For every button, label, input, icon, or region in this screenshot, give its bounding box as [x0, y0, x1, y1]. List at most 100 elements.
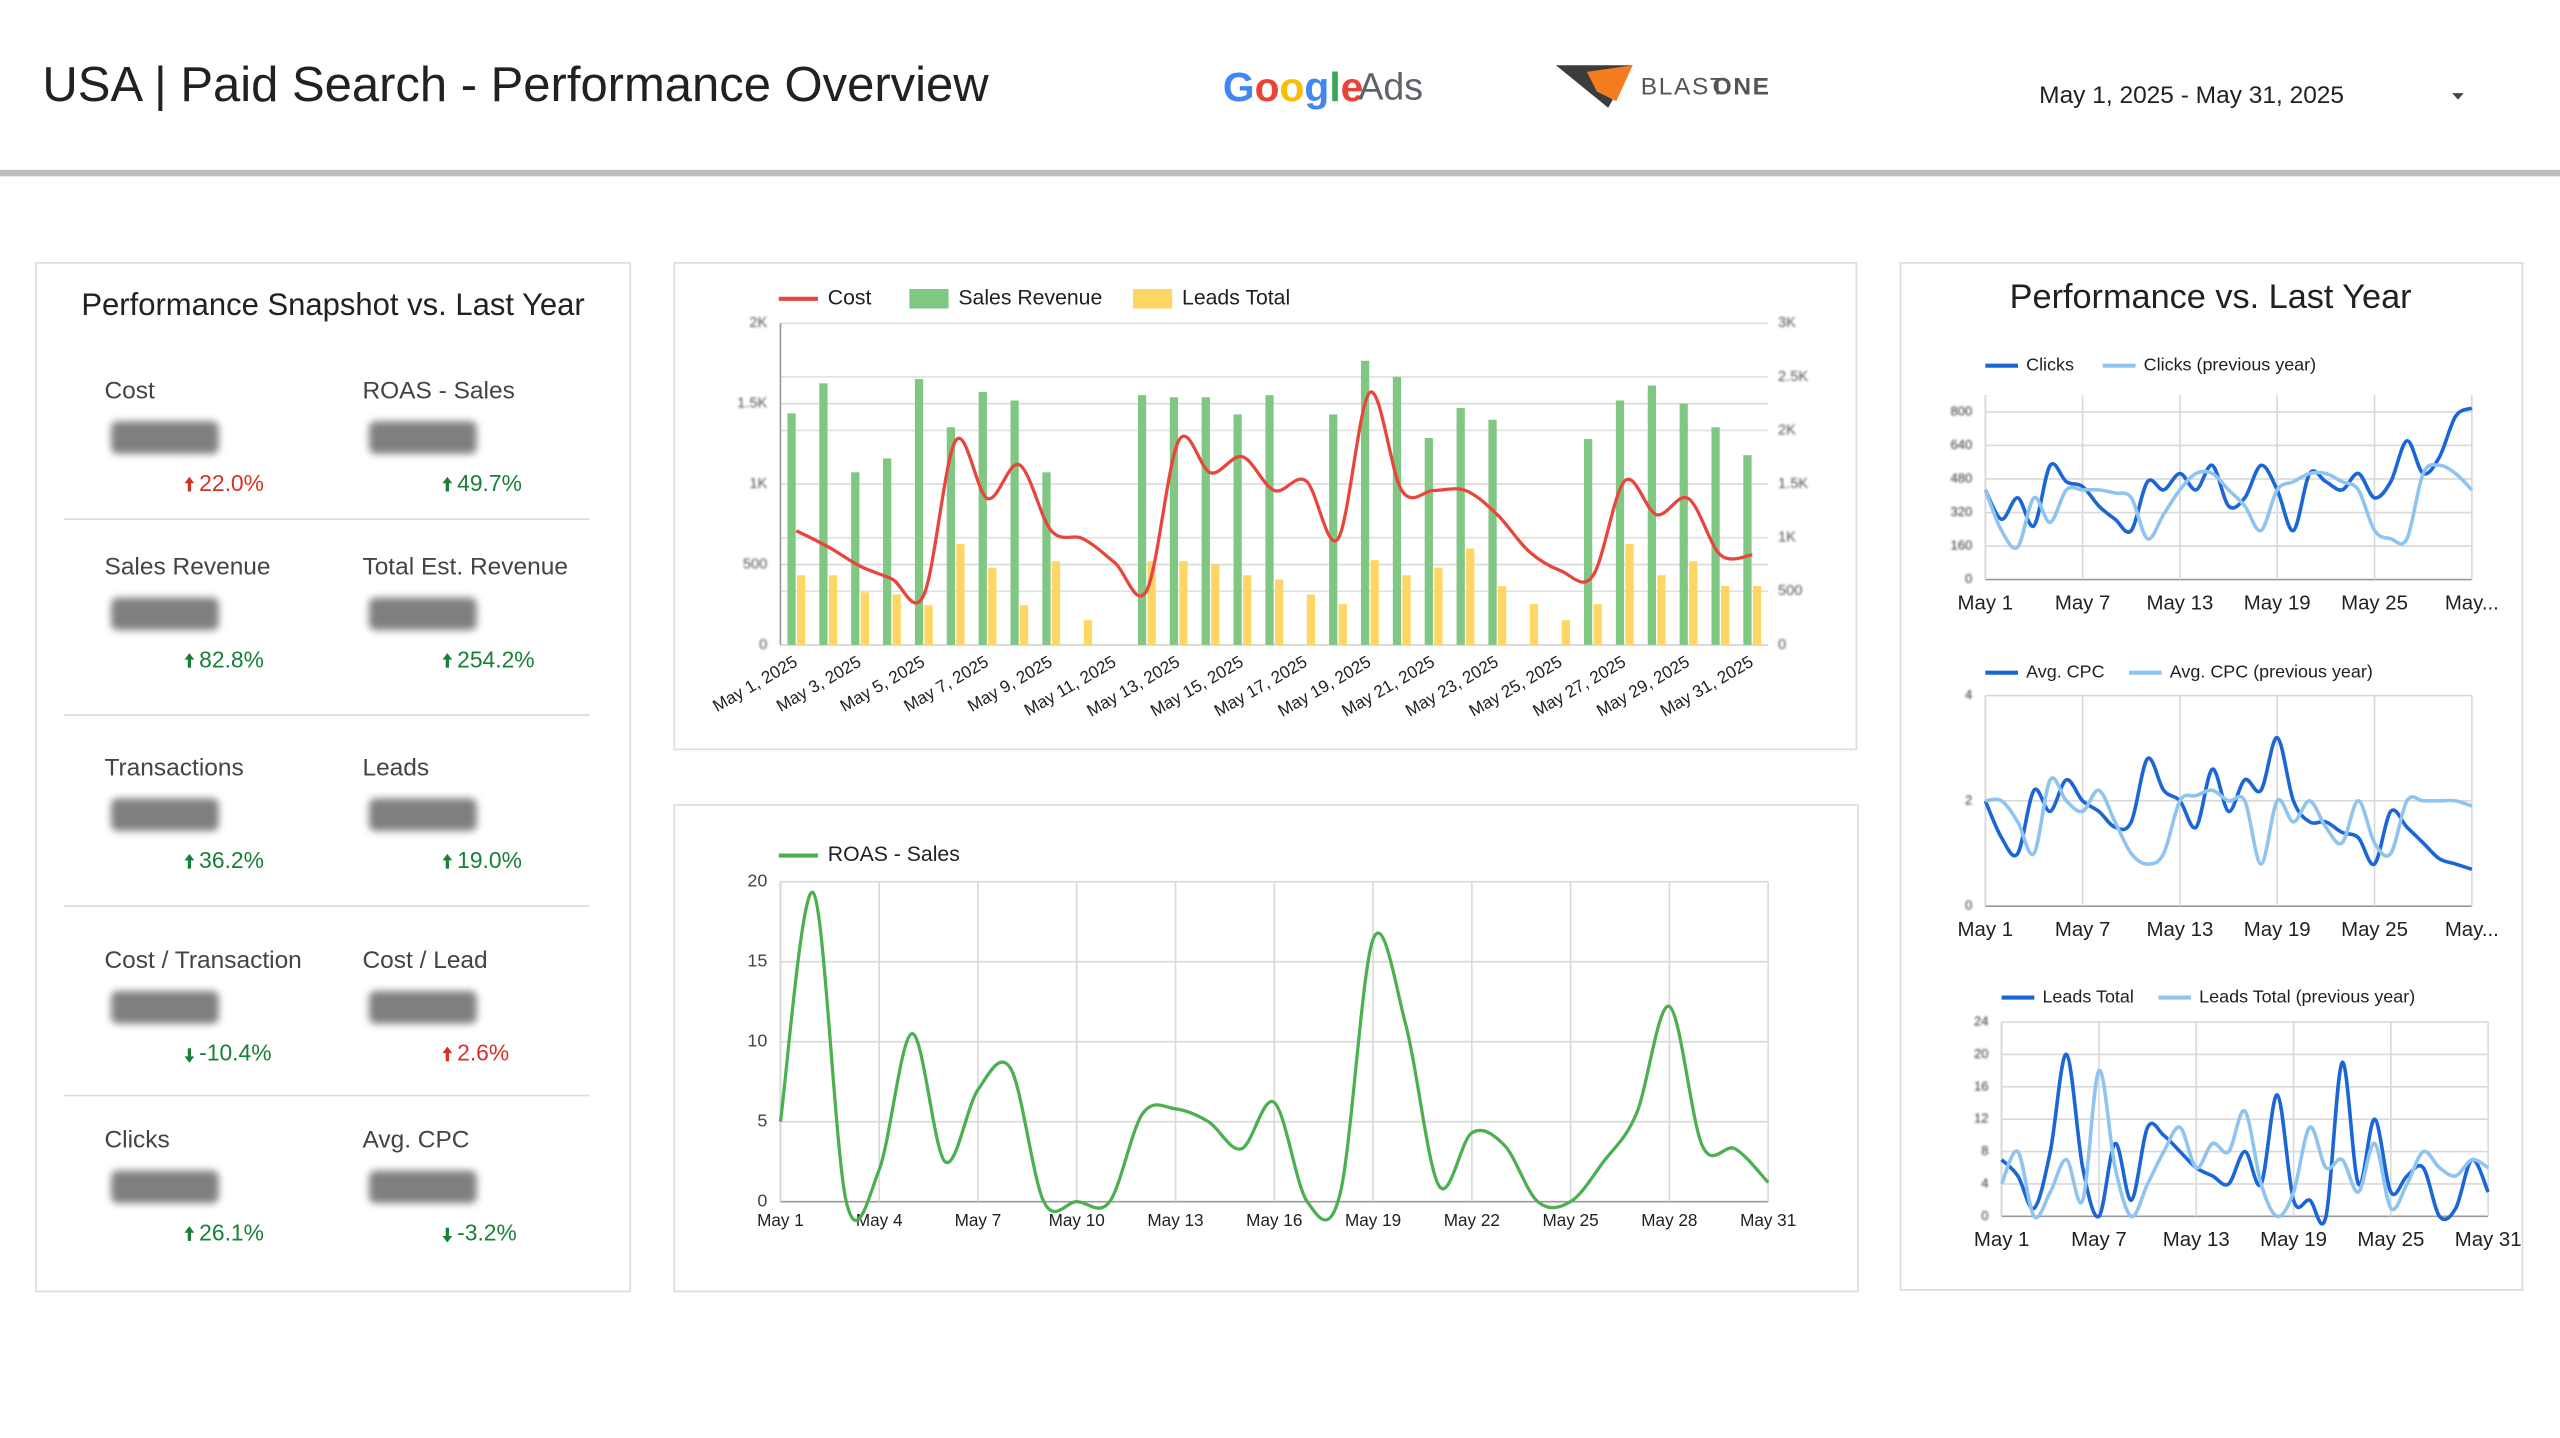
x-tick-label: May 13	[2146, 592, 2213, 614]
legend-label: Leads Total	[1182, 286, 1290, 309]
y-tick-label: 10	[747, 1030, 767, 1050]
y-tick-label: 0	[1981, 1208, 1988, 1223]
bar	[1265, 395, 1274, 645]
bar	[1243, 575, 1252, 645]
series-line	[795, 390, 1753, 605]
trend-arrow	[184, 853, 195, 869]
bar	[1179, 561, 1188, 645]
trend-arrow	[442, 653, 453, 668]
kpi-change: 19.0%	[457, 847, 522, 873]
kpi-change: 26.1%	[199, 1219, 264, 1245]
bar	[914, 379, 924, 645]
bar	[1647, 385, 1656, 645]
x-tick-label: May 31	[2455, 1229, 2522, 1251]
kpi-label: Avg. CPC	[362, 1127, 469, 1154]
series-line	[1983, 462, 2474, 550]
bar	[828, 575, 838, 645]
x-tick-label: May 31	[1740, 1210, 1796, 1230]
kpi-value-blurred	[111, 421, 219, 454]
bar	[1615, 400, 1625, 645]
bar	[787, 413, 796, 645]
y-tick-label: 160	[1950, 538, 1972, 553]
x-tick-label: May 7	[2055, 919, 2111, 941]
y-tick-label: 500	[743, 556, 768, 572]
y2-tick-label: 2.5K	[1778, 369, 1808, 385]
x-tick-label: May 7	[955, 1210, 1002, 1230]
combo-panel	[673, 262, 1858, 751]
bar	[851, 472, 860, 645]
y-tick-label: 1.5K	[737, 396, 767, 412]
y-tick-label: 4	[1965, 687, 1972, 702]
y-tick-label: 320	[1950, 504, 1972, 519]
kpi-value-blurred	[111, 1170, 219, 1204]
kpi-value-blurred	[368, 421, 477, 454]
bar	[1010, 400, 1019, 645]
bar	[1593, 604, 1602, 645]
x-tick-label: May 1	[1958, 919, 2014, 941]
bar	[1233, 414, 1242, 645]
bar	[1042, 472, 1051, 645]
bar	[1329, 414, 1338, 645]
bar	[1211, 564, 1220, 645]
bar	[1020, 605, 1029, 645]
kpi-label: ROAS - Sales	[362, 377, 514, 404]
kpi-value-blurred	[111, 991, 219, 1024]
legend-swatch	[1133, 288, 1173, 309]
legend-label: Clicks	[2026, 354, 2074, 374]
legend-label: Cost	[828, 286, 872, 309]
kpi-value-blurred	[368, 991, 477, 1024]
y-tick-label: 20	[747, 870, 767, 890]
bar	[1625, 544, 1634, 645]
x-tick-label: May 25	[2357, 1229, 2424, 1251]
date-range[interactable]: May 1, 2025 - May 31, 2025	[2039, 82, 2344, 109]
bar	[1743, 455, 1752, 645]
kpi-value-blurred	[368, 1170, 477, 1204]
blastone-icon	[1555, 65, 1633, 108]
kpi-label: Total Est. Revenue	[362, 554, 568, 581]
x-tick-label: May 19	[1345, 1210, 1401, 1230]
y-tick-label: 0	[1965, 571, 1972, 586]
bar	[1752, 585, 1762, 645]
bar	[819, 383, 828, 645]
report-title: USA | Paid Search - Performance Overview	[42, 58, 989, 112]
kpi-value-blurred	[368, 798, 477, 832]
kpi-label: Cost / Transaction	[104, 947, 301, 974]
kpi-change: 22.0%	[199, 470, 264, 496]
brand-a: BLAST	[1641, 74, 1727, 101]
y-tick-label: 24	[1974, 1014, 1989, 1029]
y-tick-label: 2	[1965, 792, 1972, 807]
bar	[1392, 376, 1402, 645]
x-tick-label: May 19	[2244, 919, 2311, 941]
legend-label: Avg. CPC	[2026, 661, 2104, 681]
x-tick-label: May...	[2445, 919, 2499, 941]
series-line	[1983, 406, 2473, 534]
y2-tick-label: 3K	[1778, 315, 1796, 331]
legend-label: Leads Total (previous year)	[2199, 986, 2415, 1006]
y-tick-label: 2K	[749, 315, 767, 331]
x-tick-label: May 4	[856, 1210, 903, 1230]
x-tick-label: May 1	[1974, 1229, 2030, 1251]
trend-arrow	[184, 1226, 195, 1241]
y-tick-label: 1K	[749, 476, 767, 492]
bar	[1370, 560, 1379, 645]
kpi-value-blurred	[368, 597, 477, 631]
ads-logo: Ads	[1358, 66, 1423, 108]
x-tick-label: May 7	[2055, 592, 2111, 614]
bar	[956, 544, 965, 645]
dropdown-arrow[interactable]	[2452, 93, 2464, 100]
kpi-change: -10.4%	[199, 1040, 271, 1066]
bar	[796, 575, 806, 645]
bar	[1201, 397, 1210, 645]
bar	[1497, 585, 1507, 645]
series-line	[778, 891, 1770, 1222]
y2-tick-label: 2K	[1778, 422, 1796, 438]
bar	[1083, 620, 1093, 645]
kpi-label: Transactions	[104, 754, 243, 781]
kpi-label: Cost	[104, 377, 155, 404]
bar	[1434, 567, 1443, 645]
legend-label: Leads Total	[2042, 986, 2133, 1006]
kpi-label: Leads	[362, 754, 429, 781]
kpi-label: Clicks	[104, 1127, 169, 1154]
x-tick-label: May...	[2445, 592, 2499, 614]
trend-panel	[1899, 262, 2524, 1291]
